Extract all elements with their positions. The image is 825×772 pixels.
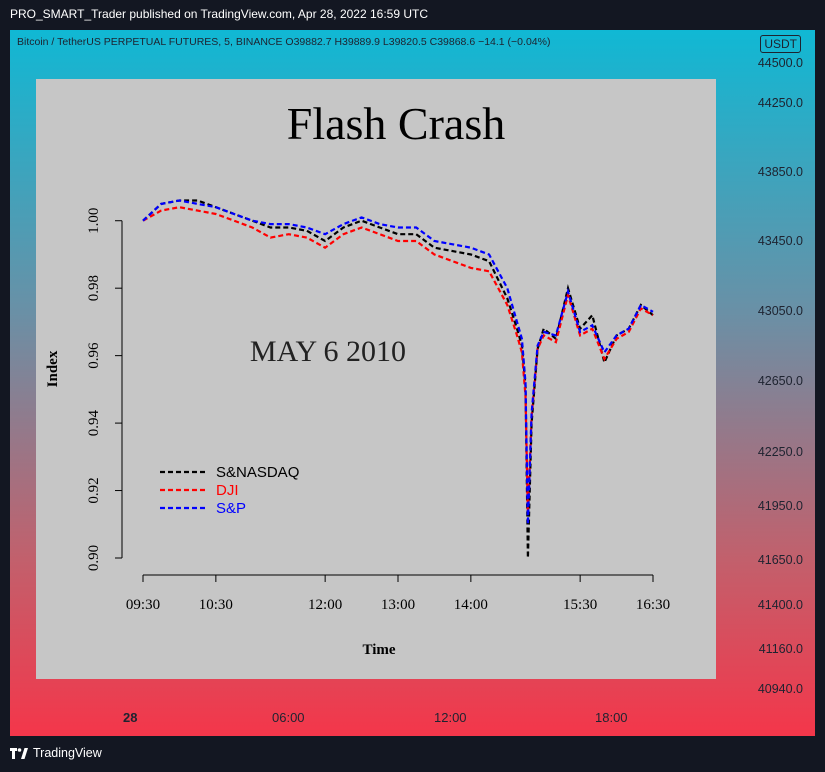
brand-name: TradingView [33, 746, 102, 760]
price-label: 43850.0 [757, 165, 803, 179]
chart-annotation: MAY 6 2010 [250, 335, 406, 368]
legend-label: S&NASDAQ [216, 464, 299, 481]
time-label: 12:00 [434, 710, 467, 725]
price-label: 44500.0 [757, 56, 803, 70]
time-label-day: 28 [123, 710, 138, 725]
time-label: 06:00 [272, 710, 305, 725]
price-label: 43050.0 [757, 304, 803, 318]
x-tick-label: 12:00 [308, 597, 342, 613]
price-label: 42650.0 [757, 374, 803, 388]
price-label: 41950.0 [757, 499, 803, 513]
tradingview-brand[interactable]: TradingView [10, 746, 102, 760]
price-label: 40940.0 [757, 682, 803, 696]
series-line-s-p [142, 199, 654, 525]
y-tick-label: 0.92 [86, 477, 102, 503]
x-tick-label: 15:30 [563, 597, 597, 613]
chart-title: Flash Crash [287, 98, 506, 149]
time-label: 18:00 [595, 710, 628, 725]
price-label: 43450.0 [757, 234, 803, 248]
legend-label: DJI [216, 482, 239, 499]
y-axis-label: Index [45, 350, 61, 387]
x-axis-label: Time [362, 642, 395, 658]
price-label: 42250.0 [757, 445, 803, 459]
x-tick-label: 14:00 [454, 597, 488, 613]
tradingview-chart-frame[interactable]: Bitcoin / TetherUS PERPETUAL FUTURES, 5,… [10, 30, 815, 736]
legend-label: S&P [216, 500, 246, 517]
x-tick-label: 10:30 [199, 597, 233, 613]
y-tick-label: 0.90 [86, 545, 102, 571]
symbol-ohlc-line: Bitcoin / TetherUS PERPETUAL FUTURES, 5,… [17, 36, 551, 48]
y-tick-label: 0.98 [86, 275, 102, 301]
price-label: 41400.0 [757, 598, 803, 612]
tradingview-logo-icon [10, 747, 28, 759]
publish-info: PRO_SMART_Trader published on TradingVie… [10, 7, 429, 21]
x-tick-label: 16:30 [636, 597, 670, 613]
x-tick-label: 13:00 [381, 597, 415, 613]
y-tick-label: 0.94 [86, 409, 102, 436]
price-label: 41650.0 [757, 553, 803, 567]
flash-crash-chart-image: Flash Crash MAY 6 2010 Time Index 0.90 0.… [36, 79, 716, 679]
x-tick-label: 09:30 [126, 597, 160, 613]
price-label: 41160.0 [758, 642, 803, 656]
currency-badge[interactable]: USDT [760, 35, 801, 53]
series-line-dji [142, 206, 654, 515]
y-tick-label: 1.00 [86, 208, 102, 234]
y-tick-label: 0.96 [86, 342, 102, 369]
price-label: 44250.0 [757, 96, 803, 110]
